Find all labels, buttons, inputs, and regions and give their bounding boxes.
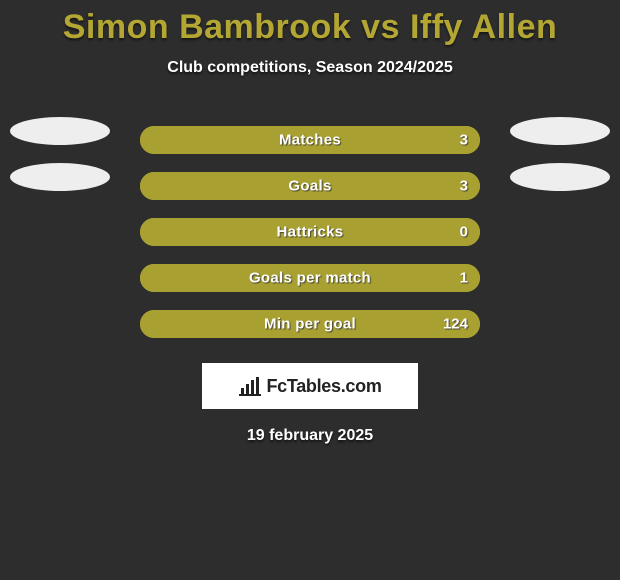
stat-row: Min per goal124 [0,301,620,347]
logo-box[interactable]: FcTables.com [202,363,418,409]
stat-row: Matches3 [0,117,620,163]
player-left-marker [10,163,110,191]
date-label: 19 february 2025 [0,427,620,445]
stat-value: 0 [460,224,468,241]
stat-row: Goals3 [0,163,620,209]
stat-bar: Min per goal124 [140,310,480,338]
logo-text: FcTables.com [266,376,381,397]
stat-value: 1 [460,270,468,287]
stat-label: Goals [140,178,480,195]
subtitle: Club competitions, Season 2024/2025 [0,59,620,77]
player-left-marker [10,117,110,145]
player-right-marker [510,117,610,145]
player-right-marker [510,163,610,191]
stat-value: 124 [443,316,468,333]
stat-row: Hattricks0 [0,209,620,255]
stat-label: Hattricks [140,224,480,241]
stat-bar: Goals3 [140,172,480,200]
stat-label: Matches [140,132,480,149]
stat-value: 3 [460,132,468,149]
stat-label: Min per goal [140,316,480,333]
page-title: Simon Bambrook vs Iffy Allen [0,8,620,47]
stat-value: 3 [460,178,468,195]
comparison-widget: Simon Bambrook vs Iffy Allen Club compet… [0,0,620,445]
stat-bar: Goals per match1 [140,264,480,292]
stat-bar: Hattricks0 [140,218,480,246]
stat-row: Goals per match1 [0,255,620,301]
bar-chart-icon [238,376,262,396]
stats-area: Matches3Goals3Hattricks0Goals per match1… [0,117,620,347]
stat-label: Goals per match [140,270,480,287]
stat-bar: Matches3 [140,126,480,154]
